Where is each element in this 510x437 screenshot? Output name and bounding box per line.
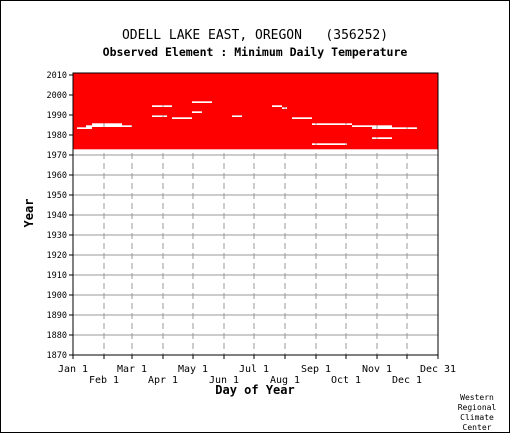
data-mark-year-1983 (73, 127, 77, 130)
plot-border (72, 72, 439, 356)
x-tick-label: Dec 31 (420, 364, 456, 375)
y-axis-label: Year (22, 199, 36, 228)
credit-line: Center (463, 423, 492, 432)
data-mark-year-1977 (73, 139, 438, 142)
data-mark-year-2006 (73, 81, 438, 84)
data-mark-year-1998 (73, 97, 438, 100)
data-mark-year-1999 (73, 95, 438, 98)
data-mark-year-2009 (73, 75, 438, 78)
data-mark-year-1981 (73, 131, 438, 134)
y-tick-label: 1940 (47, 211, 67, 221)
x-tick-label: Jun 1 (209, 375, 239, 386)
data-mark-year-2002 (73, 89, 438, 92)
data-mark-year-1994 (172, 105, 272, 108)
y-tick-label: 1980 (47, 131, 67, 141)
data-mark-year-1988 (73, 117, 172, 120)
data-mark-year-1996 (212, 101, 438, 104)
data-mark-year-1980 (73, 133, 438, 136)
y-tick-label: 1950 (47, 191, 67, 201)
data-mark-year-1993 (73, 107, 282, 110)
x-tick-label: May 1 (178, 364, 208, 375)
data-mark-year-1978 (392, 137, 438, 140)
data-mark-year-1994 (73, 105, 152, 108)
data-mark-year-1990 (73, 113, 438, 116)
data-mark-year-1975 (73, 143, 312, 146)
data-mark-year-1994 (282, 105, 438, 108)
data-mark-year-1983 (92, 127, 372, 130)
data-mark-year-1997 (73, 99, 438, 102)
data-mark-year-1992 (73, 109, 438, 112)
x-tick-label: Feb 1 (89, 375, 119, 386)
x-tick-label: Sep 1 (301, 364, 331, 375)
data-mark-year-1985 (352, 123, 438, 126)
data-mark-year-1989 (167, 115, 232, 118)
data-mark-year-2005 (73, 83, 438, 86)
plot-area: 1870 1880 1890 1900 1910 1920 1930 1940 1950 1960… (47, 71, 457, 386)
data-mark-year-1988 (192, 117, 292, 120)
data-mark-year-2000 (73, 93, 438, 96)
data-mark-year-1985 (73, 123, 92, 126)
y-tick-label: 1880 (47, 331, 67, 341)
data-mark-year-1976 (73, 141, 438, 144)
data-mark-year-1984 (132, 125, 352, 128)
x-tick-label: Jan 1 (58, 364, 88, 375)
y-tick-label: 1900 (47, 291, 67, 301)
x-tick-label: Dec 1 (392, 375, 422, 386)
data-mark-year-1983 (417, 127, 438, 130)
data-mark-year-1973 (73, 147, 438, 150)
data-mark-year-1991 (202, 111, 438, 114)
y-tick-label: 2010 (47, 71, 67, 81)
data-mark-year-1987 (73, 119, 438, 122)
credit-line: Western (460, 393, 494, 402)
data-mark-year-1989 (242, 115, 438, 118)
data-mark-year-2001 (73, 91, 438, 94)
x-tick-label: Oct 1 (331, 375, 361, 386)
x-tick-label: Aug 1 (270, 375, 300, 386)
data-mark-year-2008 (73, 77, 438, 80)
y-tick-label: 1960 (47, 171, 67, 181)
chart-title: ODELL LAKE EAST, OREGON (356252) (122, 28, 388, 43)
credit-line: Regional (458, 403, 497, 412)
data-mark-year-1975 (347, 143, 438, 146)
y-tick-label: 1970 (47, 151, 67, 161)
y-tick-label: 1910 (47, 271, 67, 281)
data-mark-year-1974 (73, 145, 438, 148)
x-tick-label: Jul 1 (239, 364, 269, 375)
data-mark-year-1985 (122, 123, 312, 126)
x-tick-label: Mar 1 (117, 364, 147, 375)
data-mark-year-1989 (73, 115, 152, 118)
y-tick-label: 2000 (47, 91, 67, 101)
data-mark-year-1995 (73, 103, 438, 106)
chart-subtitle: Observed Element : Minimum Daily Tempera… (103, 45, 408, 59)
data-mark-year-1982 (73, 129, 438, 132)
credit-text: Western Regional Climate Center (458, 393, 497, 432)
data-mark-year-2010 (73, 73, 438, 76)
data-mark-year-1991 (73, 111, 192, 114)
data-mark-year-1978 (73, 137, 372, 140)
credit-line: Climate (460, 413, 494, 422)
x-axis-label: Day of Year (215, 383, 294, 397)
data-mark-year-1986 (73, 121, 438, 124)
x-tick-label: Apr 1 (148, 375, 178, 386)
y-tick-label: 1870 (47, 351, 67, 361)
data-mark-year-1984 (392, 125, 438, 128)
y-tick-label: 1930 (47, 231, 67, 241)
data-mark-year-1979 (73, 135, 438, 138)
x-tick-label: Nov 1 (362, 364, 392, 375)
data-mark-year-1996 (73, 101, 192, 104)
data-mark-year-2007 (73, 79, 438, 82)
data-mark-year-1984 (73, 125, 86, 128)
data-mark-year-1988 (312, 117, 438, 120)
data-mark-year-2003 (73, 87, 438, 90)
data-mark-year-2004 (73, 85, 438, 88)
y-tick-label: 1920 (47, 251, 67, 261)
y-tick-label: 1890 (47, 311, 67, 321)
data-mark-year-1993 (287, 107, 438, 110)
y-tick-label: 1990 (47, 111, 67, 121)
